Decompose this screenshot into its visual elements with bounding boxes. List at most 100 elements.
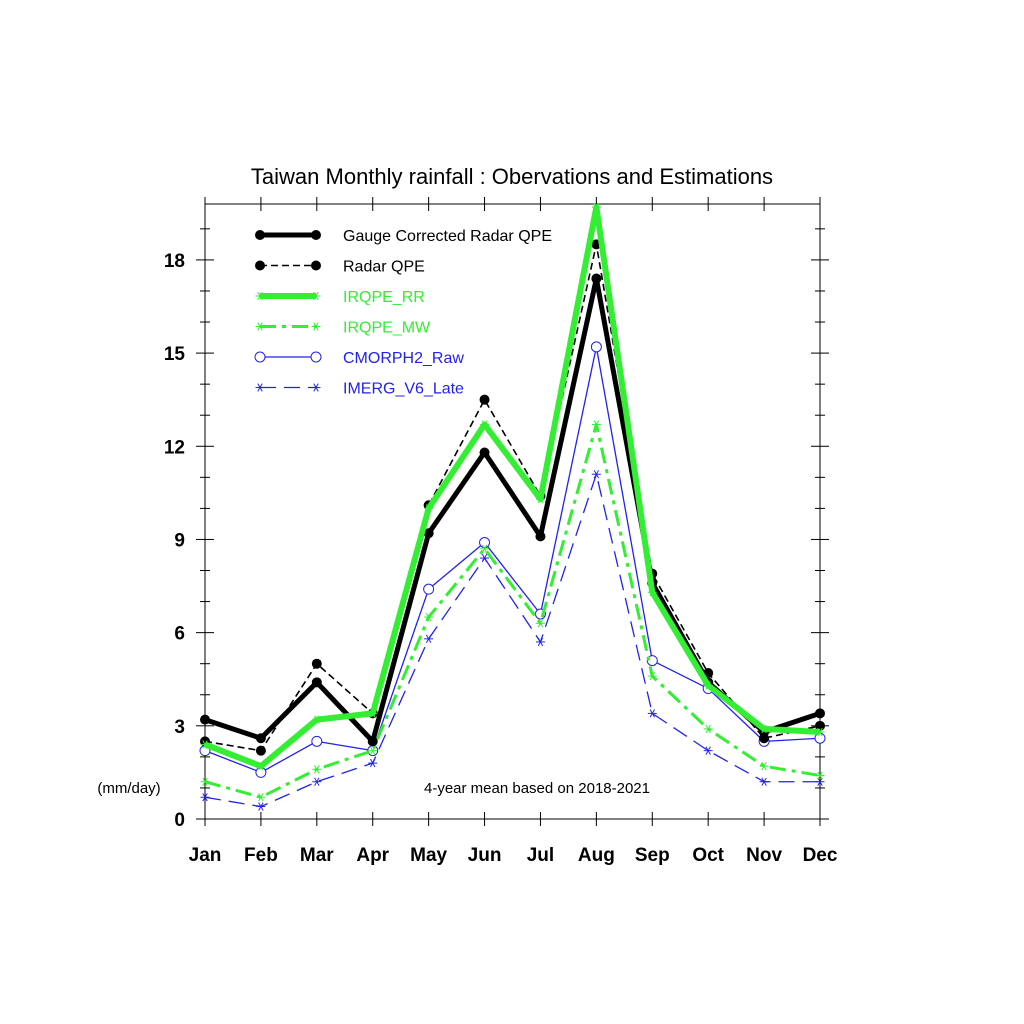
legend-marker [310, 351, 322, 363]
legend-item: IRQPE_RR [255, 289, 425, 306]
series-irqpe-mw [200, 420, 825, 802]
data-point [311, 658, 322, 669]
data-point [368, 746, 378, 755]
star-stroke [202, 740, 208, 749]
plot-frame [204, 203, 821, 820]
data-point [424, 634, 434, 644]
data-point [479, 394, 490, 405]
star-stroke [481, 420, 488, 429]
legend-marker [254, 351, 266, 363]
star-stroke [761, 724, 767, 734]
x-tick-label: Dec [803, 845, 838, 866]
data-point [312, 765, 322, 774]
data-point [703, 724, 713, 734]
data-point [591, 273, 602, 284]
star-stroke [649, 671, 655, 681]
y-tick-label: 9 [174, 530, 185, 551]
legend-item: CMORPH2_Raw [254, 350, 464, 367]
star-stroke [537, 619, 544, 628]
x-tick-label: Oct [692, 845, 724, 866]
star-stroke [202, 793, 208, 802]
data-point [591, 420, 601, 429]
legend-item: Gauge Corrected Radar QPE [255, 228, 552, 245]
star-stroke [761, 777, 767, 786]
legend-marker [311, 322, 321, 331]
star-stroke [257, 291, 263, 301]
series-imerg-v6-late [200, 470, 825, 811]
star-stroke [425, 504, 432, 513]
star-stroke [314, 765, 320, 774]
x-tick-label: Feb [244, 845, 278, 866]
data-point [815, 727, 825, 737]
y-tick-label: 6 [174, 624, 185, 645]
series-line [204, 276, 821, 744]
x-tick-label: Mar [300, 845, 334, 866]
data-point [703, 746, 713, 755]
data-point [815, 708, 825, 719]
legend-label: IRQPE_MW [343, 320, 431, 337]
x-tick-label: Sep [635, 845, 670, 866]
series-cmorph2-raw [199, 341, 826, 778]
legend-marker [255, 322, 265, 331]
x-tick-label: Aug [578, 845, 615, 866]
star-stroke [313, 291, 319, 301]
legend-item: IMERG_V6_Late [255, 381, 464, 398]
series-line [204, 473, 820, 808]
data-point [703, 681, 713, 690]
data-point [815, 771, 825, 780]
data-point [368, 709, 378, 718]
star-stroke [537, 494, 544, 504]
data-point [312, 715, 322, 724]
legend-label: Radar QPE [343, 259, 425, 276]
data-point [535, 494, 545, 504]
star-stroke [258, 802, 264, 811]
star-stroke [425, 634, 432, 644]
legend-marker [255, 230, 265, 240]
data-point [311, 735, 323, 747]
x-tick-label: Apr [356, 845, 389, 866]
star-stroke [481, 544, 488, 553]
legend-marker [255, 260, 265, 271]
data-point [255, 733, 266, 744]
data-point [200, 740, 210, 749]
legend-label: Gauge Corrected Radar QPE [343, 228, 552, 245]
y-tick-label: 18 [164, 251, 185, 272]
data-point [424, 504, 434, 513]
x-tick-label: Jun [468, 845, 502, 866]
data-point [479, 537, 491, 549]
data-point [368, 758, 378, 768]
data-point [255, 745, 266, 756]
legend-item: IRQPE_MW [255, 320, 431, 337]
data-point [256, 793, 266, 802]
legend-marker [311, 383, 321, 392]
data-point [535, 637, 545, 647]
data-point [759, 724, 769, 734]
y-tick-label: 0 [174, 810, 185, 831]
data-point [256, 762, 266, 771]
star-stroke [705, 724, 711, 734]
star-stroke [370, 709, 376, 718]
legend: Gauge Corrected Radar QPE Radar QPE IRQPE_… [254, 228, 552, 398]
star-stroke [761, 762, 767, 771]
y-axis-label: (mm/day) [97, 780, 160, 797]
legend-marker [255, 383, 265, 392]
star-stroke [257, 383, 263, 392]
data-point [535, 531, 546, 542]
star-stroke [593, 420, 600, 429]
series-gauge-corrected-radar-qpe [200, 273, 825, 747]
data-point [424, 612, 434, 622]
data-point [591, 470, 601, 479]
data-point [591, 202, 601, 212]
legend-item: Radar QPE [255, 259, 425, 276]
star-stroke [370, 758, 376, 768]
data-point [480, 553, 490, 563]
axes: Jan Feb Mar Apr May Jun Jul Aug Sep Oct Nov Dec 0 3 6 9… [164, 197, 838, 866]
series-line [204, 243, 821, 752]
star-stroke [593, 202, 600, 212]
series-layer [199, 202, 826, 811]
chart-annotation: 4-year mean based on 2018-2021 [424, 780, 650, 797]
star-stroke [313, 383, 319, 392]
data-point [200, 714, 210, 725]
legend-marker [255, 291, 265, 301]
